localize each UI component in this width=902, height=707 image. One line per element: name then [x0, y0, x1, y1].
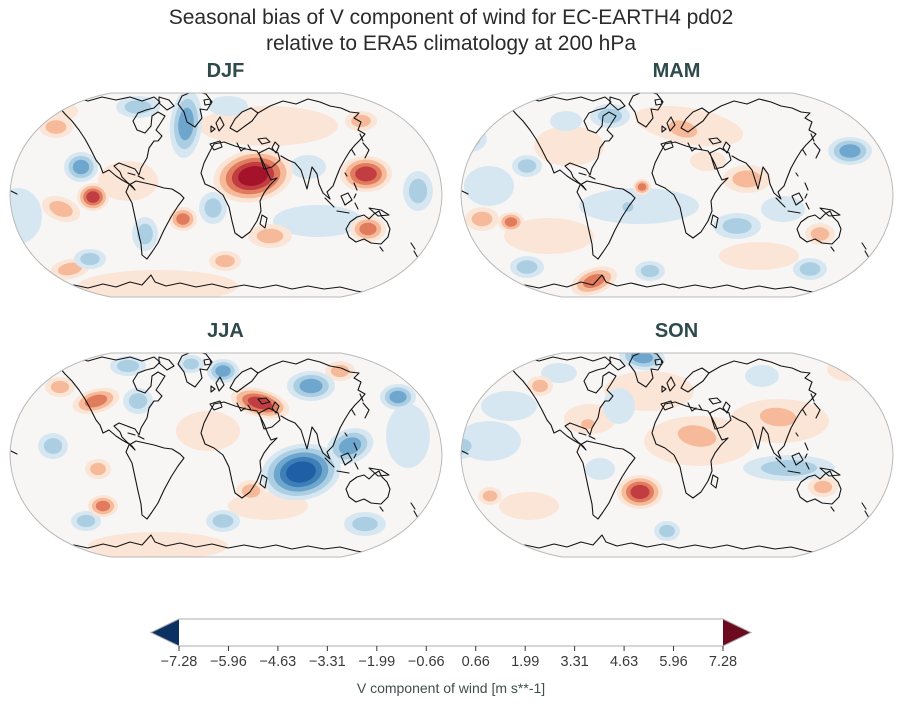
map-son: [460, 352, 893, 558]
colorbar-block: −7.28 −5.96 −4.63 −3.31 −1.99 −0.66 0.66 1.99 3.…: [0, 616, 902, 696]
panel-label-mam: MAM: [652, 60, 701, 83]
colorbar-tick: −3.31: [309, 654, 346, 670]
figure-title-line1: Seasonal bias of V component of wind for…: [168, 6, 734, 29]
panel-mam: MAM: [451, 56, 902, 304]
colorbar-label: V component of wind [m s**-1]: [356, 680, 546, 697]
colorbar-tick: 5.96: [659, 654, 687, 670]
panel-son: SON: [451, 316, 902, 564]
map-mam: [460, 92, 893, 298]
colorbar-tick: −4.63: [260, 654, 297, 670]
colorbar-tick: 4.63: [610, 654, 638, 670]
map-jja: [9, 352, 442, 558]
figure-title: Seasonal bias of V component of wind for…: [0, 5, 902, 56]
map-djf: [9, 92, 442, 298]
colorbar-tick: 0.66: [462, 654, 490, 670]
colorbar-tick: 3.31: [561, 654, 589, 670]
colorbar-tick: −1.99: [358, 654, 395, 670]
colorbar-tick: −0.66: [408, 654, 445, 670]
panel-jja: JJA: [0, 316, 451, 564]
colorbar: −7.28 −5.96 −4.63 −3.31 −1.99 −0.66 0.66 1.99 3.…: [149, 618, 753, 670]
panel-djf: DJF: [0, 56, 451, 304]
colorbar-tick: 1.99: [511, 654, 539, 670]
panel-label-son: SON: [654, 320, 699, 343]
panel-grid: DJF MAM JJA SON: [0, 56, 902, 564]
panel-label-jja: JJA: [207, 320, 244, 343]
colorbar-tick: −5.96: [210, 654, 247, 670]
figure-title-line2: relative to ERA5 climatology at 200 hPa: [265, 31, 637, 55]
panel-label-djf: DJF: [206, 60, 245, 83]
colorbar-tick: 7.28: [709, 654, 737, 670]
colorbar-tick: −7.28: [161, 654, 198, 670]
